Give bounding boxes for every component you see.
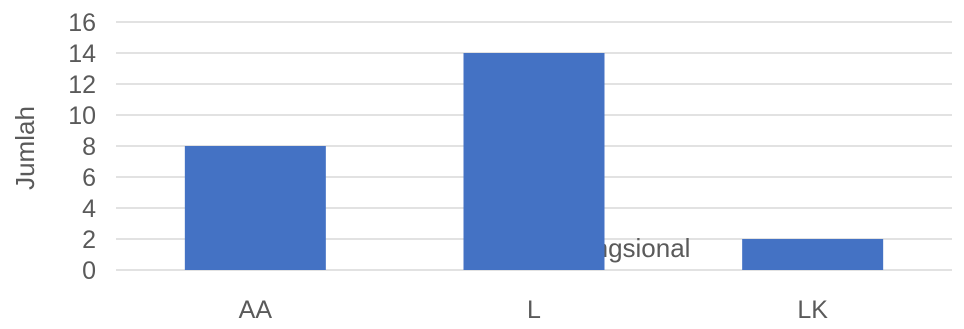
y-axis-title: Jumlah xyxy=(10,106,40,190)
x-tick-label-lk: LK xyxy=(797,296,828,324)
y-tick-label: 4 xyxy=(82,195,96,223)
bar-lk xyxy=(742,239,884,270)
y-tick-label: 8 xyxy=(82,133,96,161)
y-tick-label: 2 xyxy=(82,226,96,254)
y-tick-label: 16 xyxy=(68,9,96,37)
y-tick-label: 0 xyxy=(82,257,96,285)
bar-l xyxy=(463,53,605,270)
y-tick-label: 6 xyxy=(82,164,96,192)
bar-aa xyxy=(184,146,326,270)
x-axis-ticks: AA L LK xyxy=(239,296,829,324)
bars xyxy=(184,53,884,270)
y-axis-ticks: 0 2 4 6 8 10 12 14 16 xyxy=(68,9,96,285)
x-tick-label-aa: AA xyxy=(239,296,273,324)
y-tick-label: 12 xyxy=(68,71,96,99)
y-tick-label: 14 xyxy=(68,40,96,68)
x-tick-label-l: L xyxy=(527,296,541,324)
y-tick-label: 10 xyxy=(68,102,96,130)
